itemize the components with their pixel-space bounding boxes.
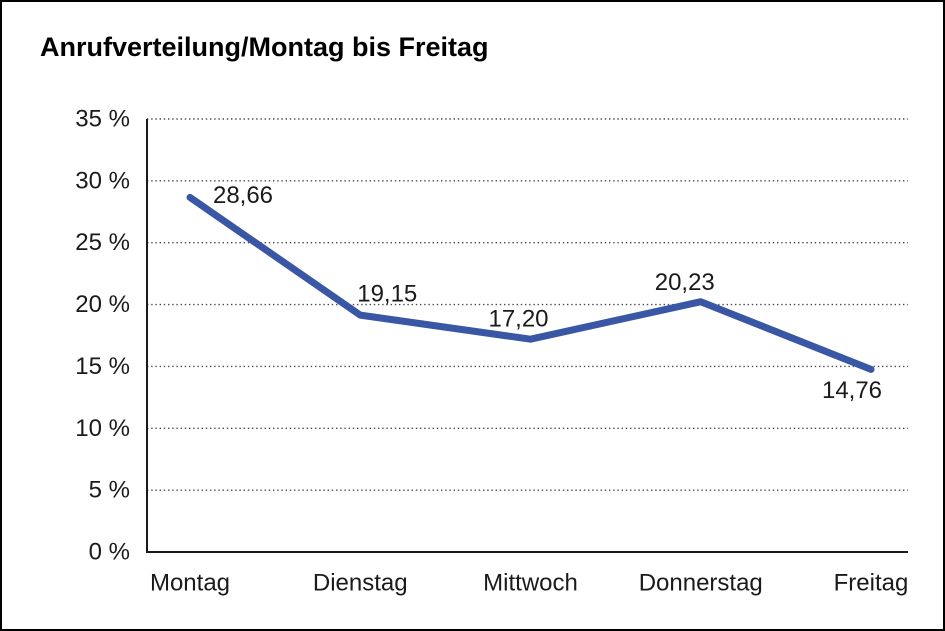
x-tick-label: Freitag <box>834 570 909 597</box>
x-tick-label: Mittwoch <box>483 570 578 597</box>
y-tick-label: 25 % <box>75 229 130 256</box>
y-tick-label: 15 % <box>75 353 130 380</box>
data-label: 19,15 <box>357 281 417 308</box>
data-line <box>186 193 875 373</box>
x-tick-label: Dienstag <box>313 570 408 597</box>
data-label: 14,76 <box>822 377 882 404</box>
y-tick-label: 0 % <box>89 539 130 566</box>
data-label: 17,20 <box>488 306 548 333</box>
y-tick-label: 20 % <box>75 291 130 318</box>
x-tick-label: Montag <box>150 570 230 597</box>
y-tick-label: 30 % <box>75 167 130 194</box>
y-tick-label: 10 % <box>75 415 130 442</box>
x-tick-label: Donnerstag <box>639 570 763 597</box>
data-label: 28,66 <box>213 182 273 209</box>
data-label: 20,23 <box>655 269 715 296</box>
chart-title: Anrufverteilung/Montag bis Freitag <box>40 32 489 62</box>
y-tick-label: 35 % <box>75 106 130 133</box>
y-tick-label: 5 % <box>89 477 130 504</box>
